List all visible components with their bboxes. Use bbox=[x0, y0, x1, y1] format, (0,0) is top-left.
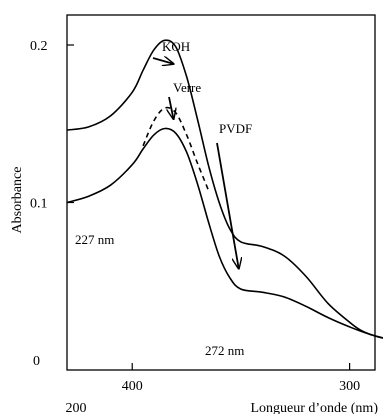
series-verre-line bbox=[142, 106, 210, 191]
annotation-label: Verre bbox=[173, 80, 201, 95]
x-tick-label: 400 bbox=[122, 379, 143, 394]
series-koh-line bbox=[66, 39, 383, 339]
annotation-label: 272 nm bbox=[205, 343, 244, 358]
x-axis-title: Longueur d’onde (nm) bbox=[250, 401, 378, 414]
series-pvdf-line bbox=[66, 127, 383, 339]
y-tick-label: 0.2 bbox=[30, 39, 48, 54]
annotation-label: 227 nm bbox=[75, 232, 114, 247]
x-tick-label: 200 bbox=[66, 401, 87, 414]
annotation-arrow bbox=[169, 96, 174, 119]
x-tick-label: 300 bbox=[339, 379, 360, 394]
axis-ticks: 0 0.1 0.2 400 200 300 bbox=[30, 39, 360, 414]
plot-frame bbox=[66, 14, 376, 371]
y-axis-title: Absorbance bbox=[10, 167, 25, 234]
annotation-arrow bbox=[216, 142, 239, 269]
annotation-layer: KOH Verre PVDF 227 nm 272 nm bbox=[75, 39, 252, 358]
annotation-label: KOH bbox=[162, 39, 190, 54]
annotation-label: PVDF bbox=[219, 121, 252, 136]
y-tick-label: 0.1 bbox=[30, 197, 48, 212]
annotation-arrow bbox=[152, 58, 174, 64]
y-tick-label: 0 bbox=[33, 354, 40, 369]
